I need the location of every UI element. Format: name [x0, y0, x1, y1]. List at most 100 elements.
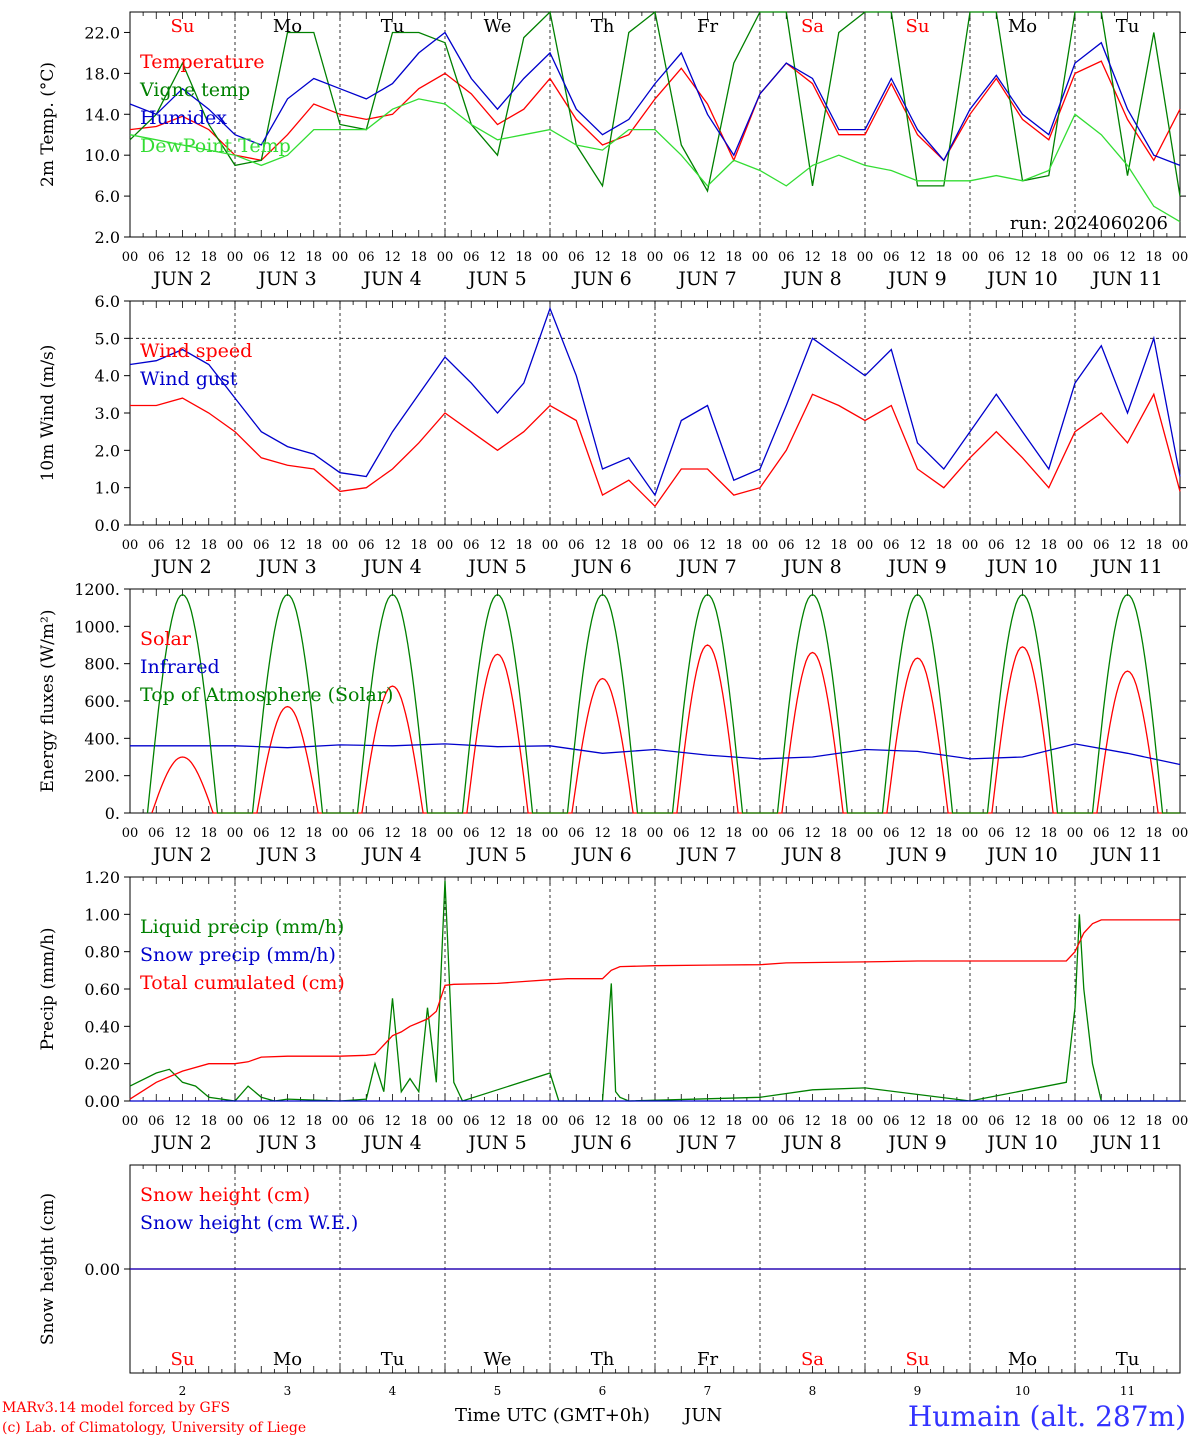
x-tick-label: 06 — [988, 250, 1005, 265]
series-line-temperature — [129, 60, 1181, 162]
model-credit: MARv3.14 model forced by GFS — [2, 1400, 231, 1416]
x-tick-label: 12 — [384, 538, 401, 553]
series-line-liquid-precip-mm-h- — [129, 880, 1180, 1102]
x-tick-label: 00 — [227, 250, 244, 265]
day-name: Th — [591, 1349, 615, 1370]
day-name: Mo — [1008, 16, 1037, 37]
date-label: JUN 9 — [886, 1132, 946, 1154]
series-line-top-of-atmosphere-solar- — [146, 593, 1180, 814]
x-tick-label: 12 — [699, 1114, 716, 1129]
legend-entry: Wind speed — [140, 340, 252, 362]
x-tick-label: 06 — [463, 538, 480, 553]
date-label: JUN 3 — [256, 1132, 316, 1154]
x-tick-label: 18 — [1040, 250, 1057, 265]
x-tick-label: 00 — [962, 538, 979, 553]
x-tick-label: 18 — [515, 538, 532, 553]
date-label: JUN 11 — [1090, 844, 1162, 866]
x-tick-label: 18 — [1145, 538, 1162, 553]
x-tick-label: 06 — [253, 826, 270, 841]
series-line-infrared — [130, 743, 1181, 766]
y-tick-label: 6.0 — [95, 187, 120, 206]
date-label: JUN 3 — [256, 844, 316, 866]
x-tick-label: 00 — [647, 538, 664, 553]
x-tick-label: 06 — [568, 250, 585, 265]
day-name: Sa — [801, 16, 824, 37]
x-tick-label: 18 — [620, 250, 637, 265]
x-tick-label: 06 — [673, 538, 690, 553]
x-tick-label: 00 — [437, 538, 454, 553]
day-name: Fr — [697, 1349, 718, 1370]
y-axis-label: Snow height (cm) — [38, 1193, 58, 1345]
x-tick-label: 00 — [1172, 250, 1189, 265]
x-tick-label: 12 — [909, 826, 926, 841]
x-tick-label: 12 — [804, 250, 821, 265]
date-label: JUN 5 — [466, 1132, 526, 1154]
x-tick-label: 00 — [962, 826, 979, 841]
x-tick-label: 18 — [410, 250, 427, 265]
x-tick-label: 18 — [305, 1114, 322, 1129]
x-tick-label: 18 — [830, 1114, 847, 1129]
x-tick-label: 00 — [437, 826, 454, 841]
y-axis-label: Precip (mm/h) — [38, 927, 58, 1050]
day-name: Mo — [1008, 1349, 1037, 1370]
x-tick-label: 18 — [515, 826, 532, 841]
x-tick-label: 12 — [594, 1114, 611, 1129]
x-tick-label: 06 — [253, 538, 270, 553]
x-tick-label: 00 — [332, 538, 349, 553]
y-tick-label: 10.0 — [84, 146, 120, 165]
x-tick-label: 12 — [1119, 538, 1136, 553]
y-tick-label: 3.0 — [95, 404, 120, 423]
date-label: JUN 10 — [985, 844, 1057, 866]
x-tick-label: 12 — [489, 1114, 506, 1129]
y-tick-label: 1200. — [74, 580, 120, 599]
x-tick-label: 12 — [174, 250, 191, 265]
x-tick-label: 12 — [1014, 826, 1031, 841]
lab-credit: (c) Lab. of Climatology, University of L… — [2, 1420, 307, 1436]
y-tick-label: 18.0 — [84, 64, 120, 83]
x-tick-label: 00 — [647, 1114, 664, 1129]
legend-entry: Snow precip (mm/h) — [140, 944, 336, 966]
x-tick-label: 12 — [384, 1114, 401, 1129]
x-tick-label: 18 — [935, 826, 952, 841]
x-tick-label: 00 — [1172, 826, 1189, 841]
x-tick-label: 12 — [804, 538, 821, 553]
y-tick-label: 5.0 — [95, 329, 120, 348]
x-tick-label: 00 — [752, 538, 769, 553]
panel-frame — [129, 11, 1181, 238]
day-name: Th — [591, 16, 615, 37]
x-tick-label: 00 — [437, 250, 454, 265]
date-label: JUN 6 — [571, 1132, 631, 1154]
y-axis-label: 10m Wind (m/s) — [38, 345, 58, 482]
y-tick-label: 800. — [84, 655, 120, 674]
legend-entry: Humidex — [140, 107, 227, 129]
x-tick-label: 06 — [673, 250, 690, 265]
x-tick-label: 12 — [174, 826, 191, 841]
x-tick-label: 12 — [384, 250, 401, 265]
panel-5 — [124, 1164, 1186, 1374]
date-label: JUN 6 — [571, 556, 631, 578]
date-label: JUN 2 — [151, 268, 211, 290]
x-tick-label: 06 — [988, 826, 1005, 841]
x-tick-label: 06 — [1093, 538, 1110, 553]
date-label: JUN 9 — [886, 268, 946, 290]
x-tick-label: 00 — [1067, 826, 1084, 841]
day-number: 3 — [284, 1384, 292, 1398]
x-tick-label: 06 — [883, 538, 900, 553]
x-tick-label: 00 — [647, 826, 664, 841]
legend-entry: Wind gust — [140, 368, 238, 390]
date-label: JUN 11 — [1090, 268, 1162, 290]
x-tick-label: 18 — [1145, 1114, 1162, 1129]
date-label: JUN 9 — [886, 556, 946, 578]
y-tick-label: 2.0 — [95, 228, 120, 247]
y-tick-label: 2.0 — [95, 441, 120, 460]
x-tick-label: 06 — [883, 250, 900, 265]
legend-entry: Total cumulated (cm) — [140, 972, 345, 994]
x-tick-label: 12 — [699, 538, 716, 553]
station-name: Humain (alt. 287m) — [907, 1400, 1186, 1433]
panel-3 — [124, 588, 1186, 814]
x-tick-label: 00 — [752, 250, 769, 265]
y-tick-label: 0.00 — [84, 1092, 120, 1111]
x-tick-label: 12 — [594, 538, 611, 553]
x-tick-label: 18 — [200, 538, 217, 553]
date-label: JUN 8 — [781, 1132, 841, 1154]
